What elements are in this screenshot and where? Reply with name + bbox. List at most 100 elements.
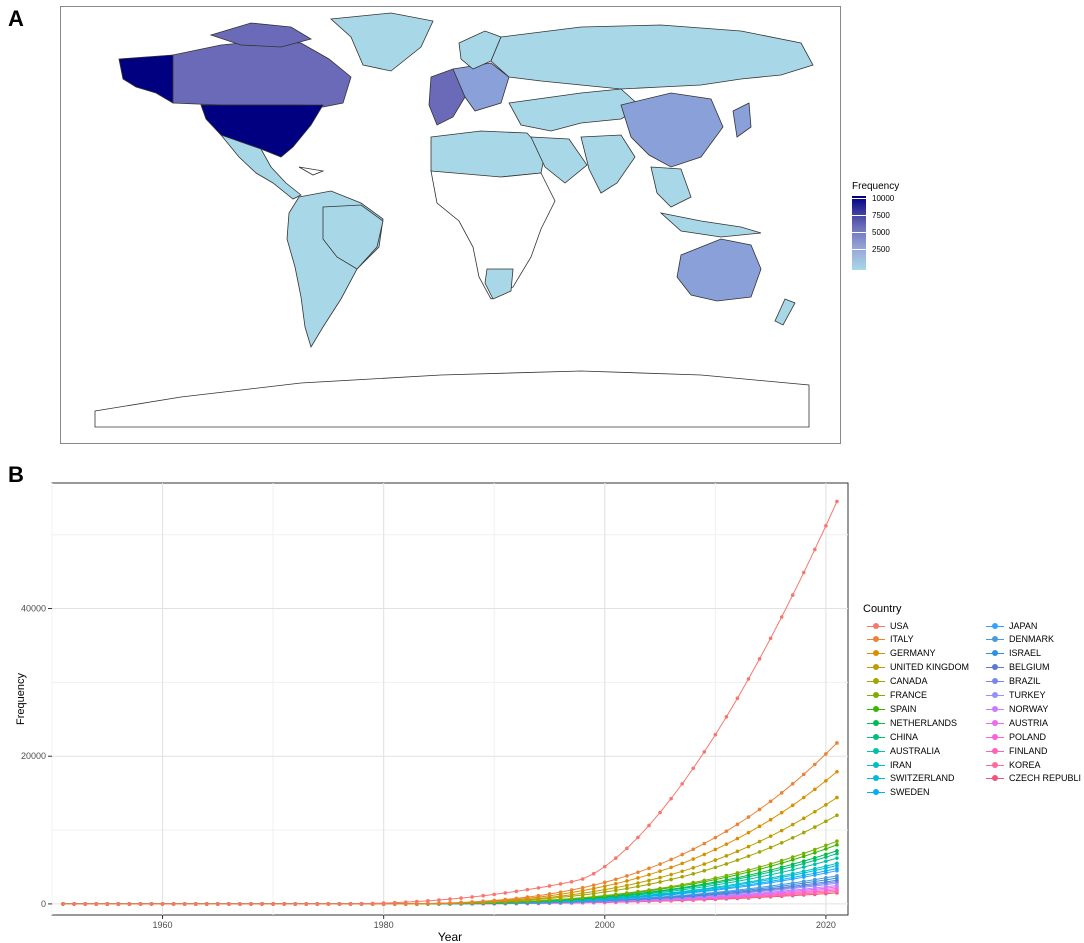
data-point: [580, 888, 585, 893]
data-point: [680, 852, 684, 857]
map-china: [620, 92, 724, 168]
data-point: [437, 898, 441, 902]
map-cuba: [298, 166, 325, 176]
data-point: [713, 732, 718, 737]
data-point: [835, 795, 839, 800]
data-point: [381, 901, 386, 905]
data-point: [636, 835, 640, 840]
map-north-africa: [430, 130, 546, 180]
data-point: [735, 888, 740, 892]
data-point: [249, 902, 253, 906]
x-tick-label: 1960: [153, 920, 173, 930]
data-point: [813, 871, 817, 875]
data-point: [835, 839, 839, 843]
data-point: [757, 875, 762, 879]
data-point: [470, 900, 474, 904]
data-point: [304, 902, 309, 906]
data-point: [713, 847, 718, 852]
data-point: [801, 795, 806, 800]
data-point: [801, 859, 806, 863]
colorbar-title: Frequency: [852, 181, 900, 192]
data-point: [790, 867, 795, 872]
map-arabia: [530, 136, 588, 184]
legend-key: [866, 746, 886, 756]
legend-item: GERMANY: [866, 647, 936, 660]
data-point: [835, 861, 839, 866]
data-point: [757, 824, 762, 829]
data-point: [105, 902, 110, 906]
data-point: [647, 823, 651, 828]
x-tick-label: 1980: [374, 920, 394, 930]
data-point: [779, 865, 784, 870]
data-point: [647, 866, 651, 871]
data-point: [713, 858, 718, 862]
data-point: [757, 657, 762, 661]
data-point: [702, 878, 707, 883]
data-point: [580, 895, 585, 900]
data-point: [768, 868, 773, 872]
data-point: [757, 850, 762, 854]
data-point: [824, 847, 828, 851]
legend-key: [985, 662, 1005, 672]
data-point: [647, 872, 651, 877]
legend-label: CHINA: [890, 731, 919, 742]
data-point: [569, 888, 574, 892]
data-point: [790, 836, 795, 840]
data-point: [625, 874, 629, 878]
data-point: [735, 696, 740, 701]
data-point: [514, 896, 519, 901]
legend-label: ISRAEL: [1009, 648, 1042, 659]
data-point: [503, 897, 508, 902]
data-point: [448, 897, 452, 901]
legend-item: CANADA: [866, 675, 928, 688]
data-point: [481, 893, 485, 898]
data-point: [669, 865, 673, 870]
legend-label: CZECH REPUBLI: [1009, 773, 1082, 784]
data-point: [746, 677, 751, 681]
legend-key: [985, 746, 1005, 756]
x-axis-label: Year: [438, 930, 462, 943]
data-point: [824, 819, 828, 824]
data-point: [658, 880, 662, 884]
legend-label: DENMARK: [1009, 634, 1055, 645]
legend-key: [985, 690, 1005, 700]
data-point: [326, 902, 331, 906]
legend-key: [866, 676, 886, 686]
data-point: [72, 902, 76, 906]
data-point: [691, 857, 696, 861]
data-point: [746, 873, 751, 878]
legend-item: ISRAEL: [985, 647, 1041, 660]
data-point: [238, 902, 242, 906]
map-india: [580, 134, 636, 194]
y-axis-label: Frequency: [15, 673, 27, 725]
data-point: [691, 872, 696, 876]
data-point: [260, 902, 264, 906]
data-point: [735, 836, 740, 841]
map-japan: [732, 102, 752, 138]
data-point: [735, 871, 740, 875]
data-point: [779, 861, 784, 865]
legend-item: JAPAN: [985, 619, 1037, 632]
map-alaska: [118, 54, 174, 104]
map-mexico: [219, 134, 302, 200]
data-point: [824, 752, 828, 756]
data-point: [801, 869, 806, 874]
legend-label: FRANCE: [890, 690, 928, 700]
x-tick-label: 2000: [595, 920, 615, 930]
data-point: [636, 870, 640, 875]
data-point: [757, 878, 762, 882]
data-point: [790, 881, 795, 885]
data-point: [481, 899, 485, 904]
data-point: [768, 884, 773, 888]
map-greenland: [330, 12, 434, 72]
data-point: [591, 894, 596, 899]
data-point: [547, 884, 552, 888]
data-point: [824, 803, 828, 807]
data-point: [801, 865, 806, 869]
legend-key: [985, 760, 1005, 770]
data-point: [724, 862, 729, 866]
data-point: [636, 889, 640, 894]
data-point: [813, 847, 817, 852]
data-point: [171, 902, 176, 906]
legend-key: [866, 787, 886, 797]
